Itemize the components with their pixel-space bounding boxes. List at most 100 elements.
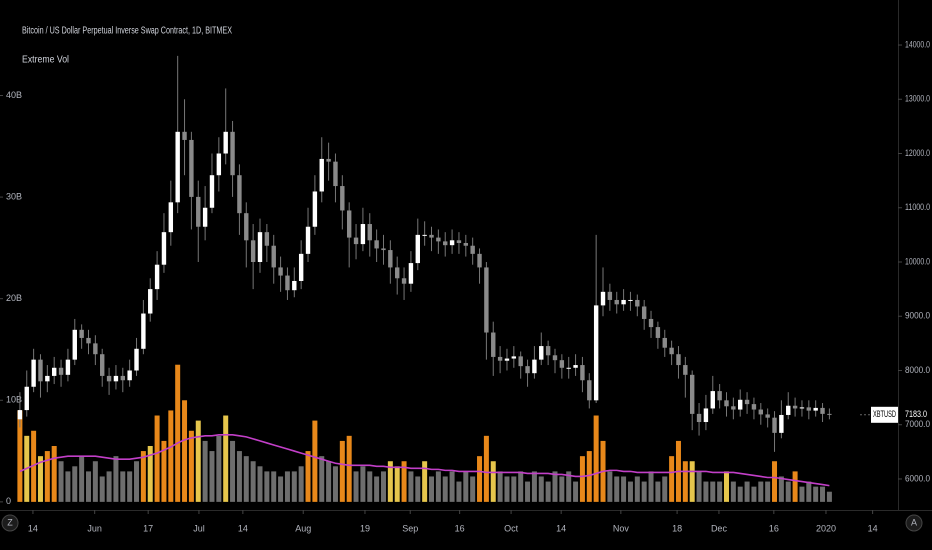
- candle-body: [257, 232, 263, 262]
- candle-body: [168, 202, 174, 233]
- candle-body: [292, 280, 297, 291]
- button-circle[interactable]: [905, 514, 923, 532]
- candle-body: [381, 248, 386, 251]
- candle-body: [772, 417, 777, 433]
- volume-bar: [744, 481, 750, 502]
- button-label[interactable]: A: [911, 517, 917, 527]
- volume-bar: [120, 471, 126, 502]
- volume-bar: [319, 456, 325, 502]
- candle-body: [628, 299, 633, 301]
- candle-body: [17, 410, 23, 420]
- volume-bar: [435, 471, 441, 502]
- volume-bar: [168, 410, 174, 502]
- volume-bar: [442, 476, 448, 502]
- volume-bar: [765, 481, 771, 502]
- candle-body: [86, 337, 91, 344]
- candle-body: [614, 299, 619, 305]
- volume-bar: [826, 491, 832, 502]
- time-tick-label: 18: [672, 523, 682, 533]
- price-tick-label: 8000.0: [905, 365, 930, 375]
- volume-bar: [113, 456, 119, 502]
- volume-bar: [449, 471, 455, 502]
- candle-body: [134, 348, 139, 371]
- volume-bar: [257, 466, 263, 502]
- candle-body: [93, 343, 98, 355]
- volume-bar: [785, 481, 791, 502]
- volume-bar: [326, 461, 332, 502]
- volume-bar: [682, 461, 688, 502]
- candle-body: [216, 153, 222, 176]
- candle-body: [669, 347, 674, 355]
- volume-bar: [339, 440, 345, 502]
- volume-bar: [655, 481, 661, 502]
- candle-body: [710, 391, 715, 409]
- candle-body: [45, 375, 50, 382]
- volume-bar: [44, 451, 50, 502]
- candle-body: [374, 240, 379, 249]
- volume-bar: [737, 486, 743, 502]
- candle-body: [683, 365, 688, 375]
- candle-body: [24, 386, 29, 411]
- candle-body: [333, 161, 338, 187]
- candle-body: [648, 318, 654, 328]
- time-tick-label: 14: [556, 523, 566, 533]
- candle-body: [573, 365, 578, 368]
- volume-bar: [751, 486, 757, 502]
- volume-bar: [806, 481, 812, 502]
- volume-bar: [216, 435, 222, 502]
- volume-bar: [504, 476, 510, 502]
- candle-body: [31, 359, 36, 387]
- candle-body: [319, 158, 324, 192]
- candle-body: [182, 131, 187, 140]
- volume-bar: [820, 486, 826, 502]
- candle-body: [765, 414, 770, 418]
- volume-tick-label: 20B: [6, 293, 22, 303]
- candle-body: [100, 354, 105, 376]
- candle-body: [340, 186, 345, 211]
- right-button[interactable]: A: [905, 514, 923, 532]
- time-tick-label: Jul: [193, 523, 205, 533]
- indicator-name: Extreme Vol: [22, 55, 69, 66]
- volume-bar: [573, 481, 579, 502]
- candle-body: [635, 299, 640, 307]
- volume-bar: [278, 476, 284, 502]
- volume-bar: [223, 415, 229, 502]
- candle-body: [202, 207, 208, 227]
- candle-body: [209, 175, 215, 208]
- volume-bar: [641, 481, 647, 502]
- button-circle[interactable]: [1, 514, 19, 532]
- price-tick-label: 6000.0: [905, 473, 930, 483]
- volume-bar: [792, 471, 798, 502]
- volume-bar: [538, 476, 544, 502]
- volume-bar: [621, 476, 627, 502]
- left-button[interactable]: Z: [1, 514, 19, 532]
- volume-bar: [140, 451, 146, 502]
- volume-bar: [669, 456, 675, 502]
- candle-body: [415, 234, 420, 264]
- candle-body: [621, 299, 626, 305]
- price-tick-label: 9000.0: [905, 311, 930, 321]
- candle-body: [717, 391, 722, 401]
- candle-body: [285, 275, 290, 291]
- volume-tick-label: 0: [6, 496, 11, 506]
- candle-body: [422, 234, 427, 236]
- candle-body: [429, 234, 434, 238]
- symbol-label: XBTUSD: [873, 409, 896, 419]
- candle-body: [264, 232, 270, 246]
- price-tick-label: 13000.0: [905, 94, 930, 104]
- volume-bar: [490, 461, 496, 502]
- candle-body: [388, 250, 393, 268]
- candle-body: [51, 367, 57, 376]
- time-tick-label: 16: [455, 523, 465, 533]
- candle-body: [484, 267, 489, 333]
- button-label[interactable]: Z: [7, 517, 13, 527]
- volume-bar: [51, 445, 57, 502]
- candle-body: [196, 196, 201, 227]
- candle-body: [456, 240, 462, 244]
- volume-bar: [106, 471, 112, 502]
- volume-tick-label: 30B: [6, 191, 22, 201]
- candle-body: [278, 267, 283, 276]
- volume-bar: [648, 471, 654, 502]
- volume-bar: [291, 471, 297, 502]
- candle-body: [676, 354, 681, 366]
